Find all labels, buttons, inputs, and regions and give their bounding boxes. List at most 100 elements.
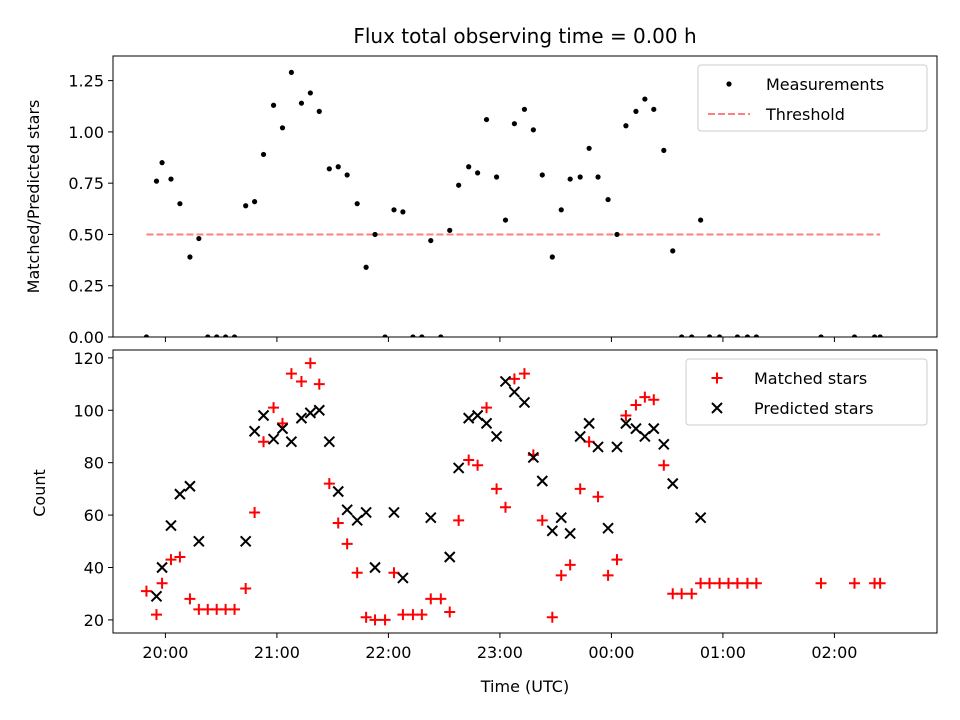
measurement-point xyxy=(511,121,518,127)
predicted-star-point xyxy=(452,462,465,474)
y-tick-label: 0.50 xyxy=(68,225,104,244)
predicted-star-point xyxy=(285,436,298,448)
ratio-marks xyxy=(143,69,883,337)
measurement-point xyxy=(877,334,883,337)
predicted-star-point xyxy=(397,572,409,584)
y-tick-label: 80 xyxy=(84,454,104,473)
y-tick-label: 0.25 xyxy=(68,277,104,296)
matched-star-point xyxy=(435,593,447,605)
measurement-point xyxy=(391,207,397,213)
predicted-star-point xyxy=(193,535,205,547)
measurement-point xyxy=(744,334,751,337)
measurement-point xyxy=(466,164,472,170)
matched-star-point xyxy=(258,436,270,448)
legend-label: Matched stars xyxy=(754,369,867,388)
measurement-point xyxy=(595,174,601,180)
matched-star-point xyxy=(341,538,353,550)
count-y-axis: 20 40 60 80 100 120 xyxy=(73,349,113,630)
y-tick-label: 0.75 xyxy=(68,174,104,193)
matched-star-point xyxy=(276,417,288,429)
matched-star-point xyxy=(156,577,168,589)
x-tick-label: 22:00 xyxy=(365,643,411,662)
y-tick-label: 120 xyxy=(73,349,104,368)
matched-star-point xyxy=(268,402,280,414)
count-panel: 20 40 60 80 100 120 20:00 21:00 22:00 23:00 00:00… xyxy=(30,349,938,696)
ratio-y-axis: 0.00 0.25 0.50 0.75 1.00 1.25 xyxy=(68,72,113,347)
measurement-point xyxy=(270,102,277,108)
measurement-point xyxy=(661,147,667,153)
measurement-point xyxy=(577,174,583,180)
measurement-point xyxy=(539,172,545,178)
predicted-star-point xyxy=(639,430,651,443)
predicted-star-point xyxy=(480,417,493,430)
measurement-point xyxy=(716,334,723,337)
ratio-legend: Measurements Threshold xyxy=(697,64,928,132)
x-tick-label: 01:00 xyxy=(700,643,746,662)
predicted-star-point xyxy=(499,375,512,388)
measurement-point xyxy=(651,106,657,112)
legend-label: Threshold xyxy=(765,105,845,124)
matched-star-point xyxy=(536,514,548,526)
matched-star-point xyxy=(229,603,241,615)
measurement-point xyxy=(567,176,573,182)
measurement-point xyxy=(231,334,238,337)
predicted-star-point xyxy=(583,417,595,430)
x-tick-label: 21:00 xyxy=(254,643,300,662)
predicted-star-point xyxy=(620,417,632,430)
measurement-point xyxy=(153,178,160,184)
measurement-point xyxy=(288,69,295,76)
predicted-star-point xyxy=(257,409,270,422)
predicted-star-point xyxy=(658,438,670,451)
measurement-point xyxy=(279,125,286,131)
measurement-point xyxy=(196,235,202,242)
predicted-star-point xyxy=(518,396,531,409)
measurement-point xyxy=(605,196,611,203)
matched-star-point xyxy=(416,609,428,621)
matched-star-point xyxy=(453,514,465,526)
measurement-point xyxy=(679,334,685,337)
matched-star-point xyxy=(815,577,827,589)
matched-star-point xyxy=(676,588,688,600)
measurement-point xyxy=(689,334,695,337)
measurement-point xyxy=(558,207,564,213)
matched-star-point xyxy=(285,368,297,380)
ratio-axes-frame xyxy=(112,55,938,338)
measurement-point xyxy=(851,334,858,337)
measurement-point xyxy=(400,209,406,215)
legend-box xyxy=(697,64,928,132)
measurement-point xyxy=(214,334,220,337)
matched-star-point xyxy=(658,459,670,471)
count-axes-frame xyxy=(112,349,938,634)
predicted-star-point xyxy=(150,590,163,603)
matched-star-point xyxy=(602,569,614,581)
matched-star-point xyxy=(508,373,520,385)
matched-star-point xyxy=(481,402,493,414)
measurement-point xyxy=(372,231,378,238)
predicted-star-point xyxy=(527,451,540,464)
measurement-point xyxy=(344,172,350,178)
predicted-star-point xyxy=(574,430,586,443)
y-tick-label: 40 xyxy=(84,558,104,577)
measurement-point xyxy=(252,199,258,205)
matched-star-point xyxy=(518,368,530,380)
measurement-point xyxy=(493,174,500,180)
matched-star-point xyxy=(546,611,558,623)
matched-star-point xyxy=(388,567,400,579)
matched-star-point xyxy=(313,378,325,390)
y-tick-label: 20 xyxy=(84,611,104,630)
measurement-point xyxy=(326,166,332,172)
matched-star-point xyxy=(555,569,567,581)
predicted-star-point xyxy=(536,475,548,487)
matched-star-point xyxy=(174,551,186,563)
matched-star-point xyxy=(150,609,162,621)
predicted-star-point xyxy=(694,511,707,524)
ratio-y-axis-title: Matched/Predicted stars xyxy=(24,100,43,294)
predicted-star-point xyxy=(546,525,559,537)
measurement-point xyxy=(419,334,425,337)
measurement-point xyxy=(456,182,462,188)
chart-title: Flux total observing time = 0.00 h xyxy=(353,24,696,48)
measurement-point xyxy=(243,203,249,209)
matched-star-point xyxy=(463,454,475,466)
measurement-point xyxy=(363,264,369,270)
